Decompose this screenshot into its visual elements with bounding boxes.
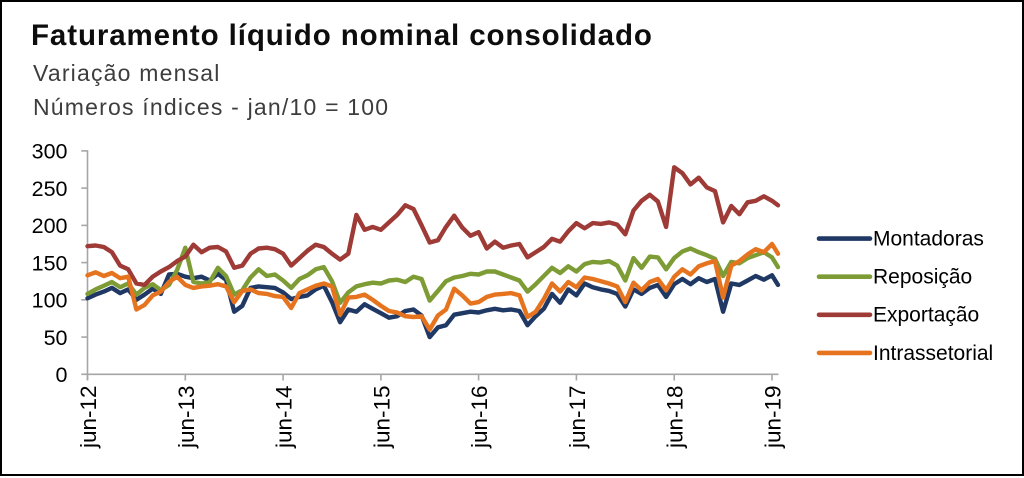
svg-text:Montadoras: Montadoras [873, 228, 984, 251]
svg-text:jun-13: jun-13 [174, 385, 199, 449]
svg-text:Intrassetorial: Intrassetorial [873, 342, 993, 365]
svg-text:Reposição: Reposição [873, 266, 972, 289]
svg-text:jun-15: jun-15 [369, 385, 394, 449]
svg-text:250: 250 [32, 177, 68, 201]
svg-text:jun-17: jun-17 [565, 385, 590, 449]
svg-text:jun-19: jun-19 [761, 385, 786, 449]
svg-text:0: 0 [56, 363, 68, 387]
svg-text:jun-16: jun-16 [467, 385, 492, 449]
svg-text:jun-14: jun-14 [272, 385, 297, 449]
svg-text:Exportação: Exportação [873, 304, 979, 327]
svg-text:50: 50 [44, 326, 68, 350]
svg-text:300: 300 [32, 140, 68, 164]
svg-text:200: 200 [32, 214, 68, 238]
svg-text:jun-18: jun-18 [663, 385, 688, 449]
svg-text:100: 100 [32, 289, 68, 313]
svg-text:jun-12: jun-12 [76, 385, 101, 449]
svg-text:150: 150 [32, 251, 68, 275]
